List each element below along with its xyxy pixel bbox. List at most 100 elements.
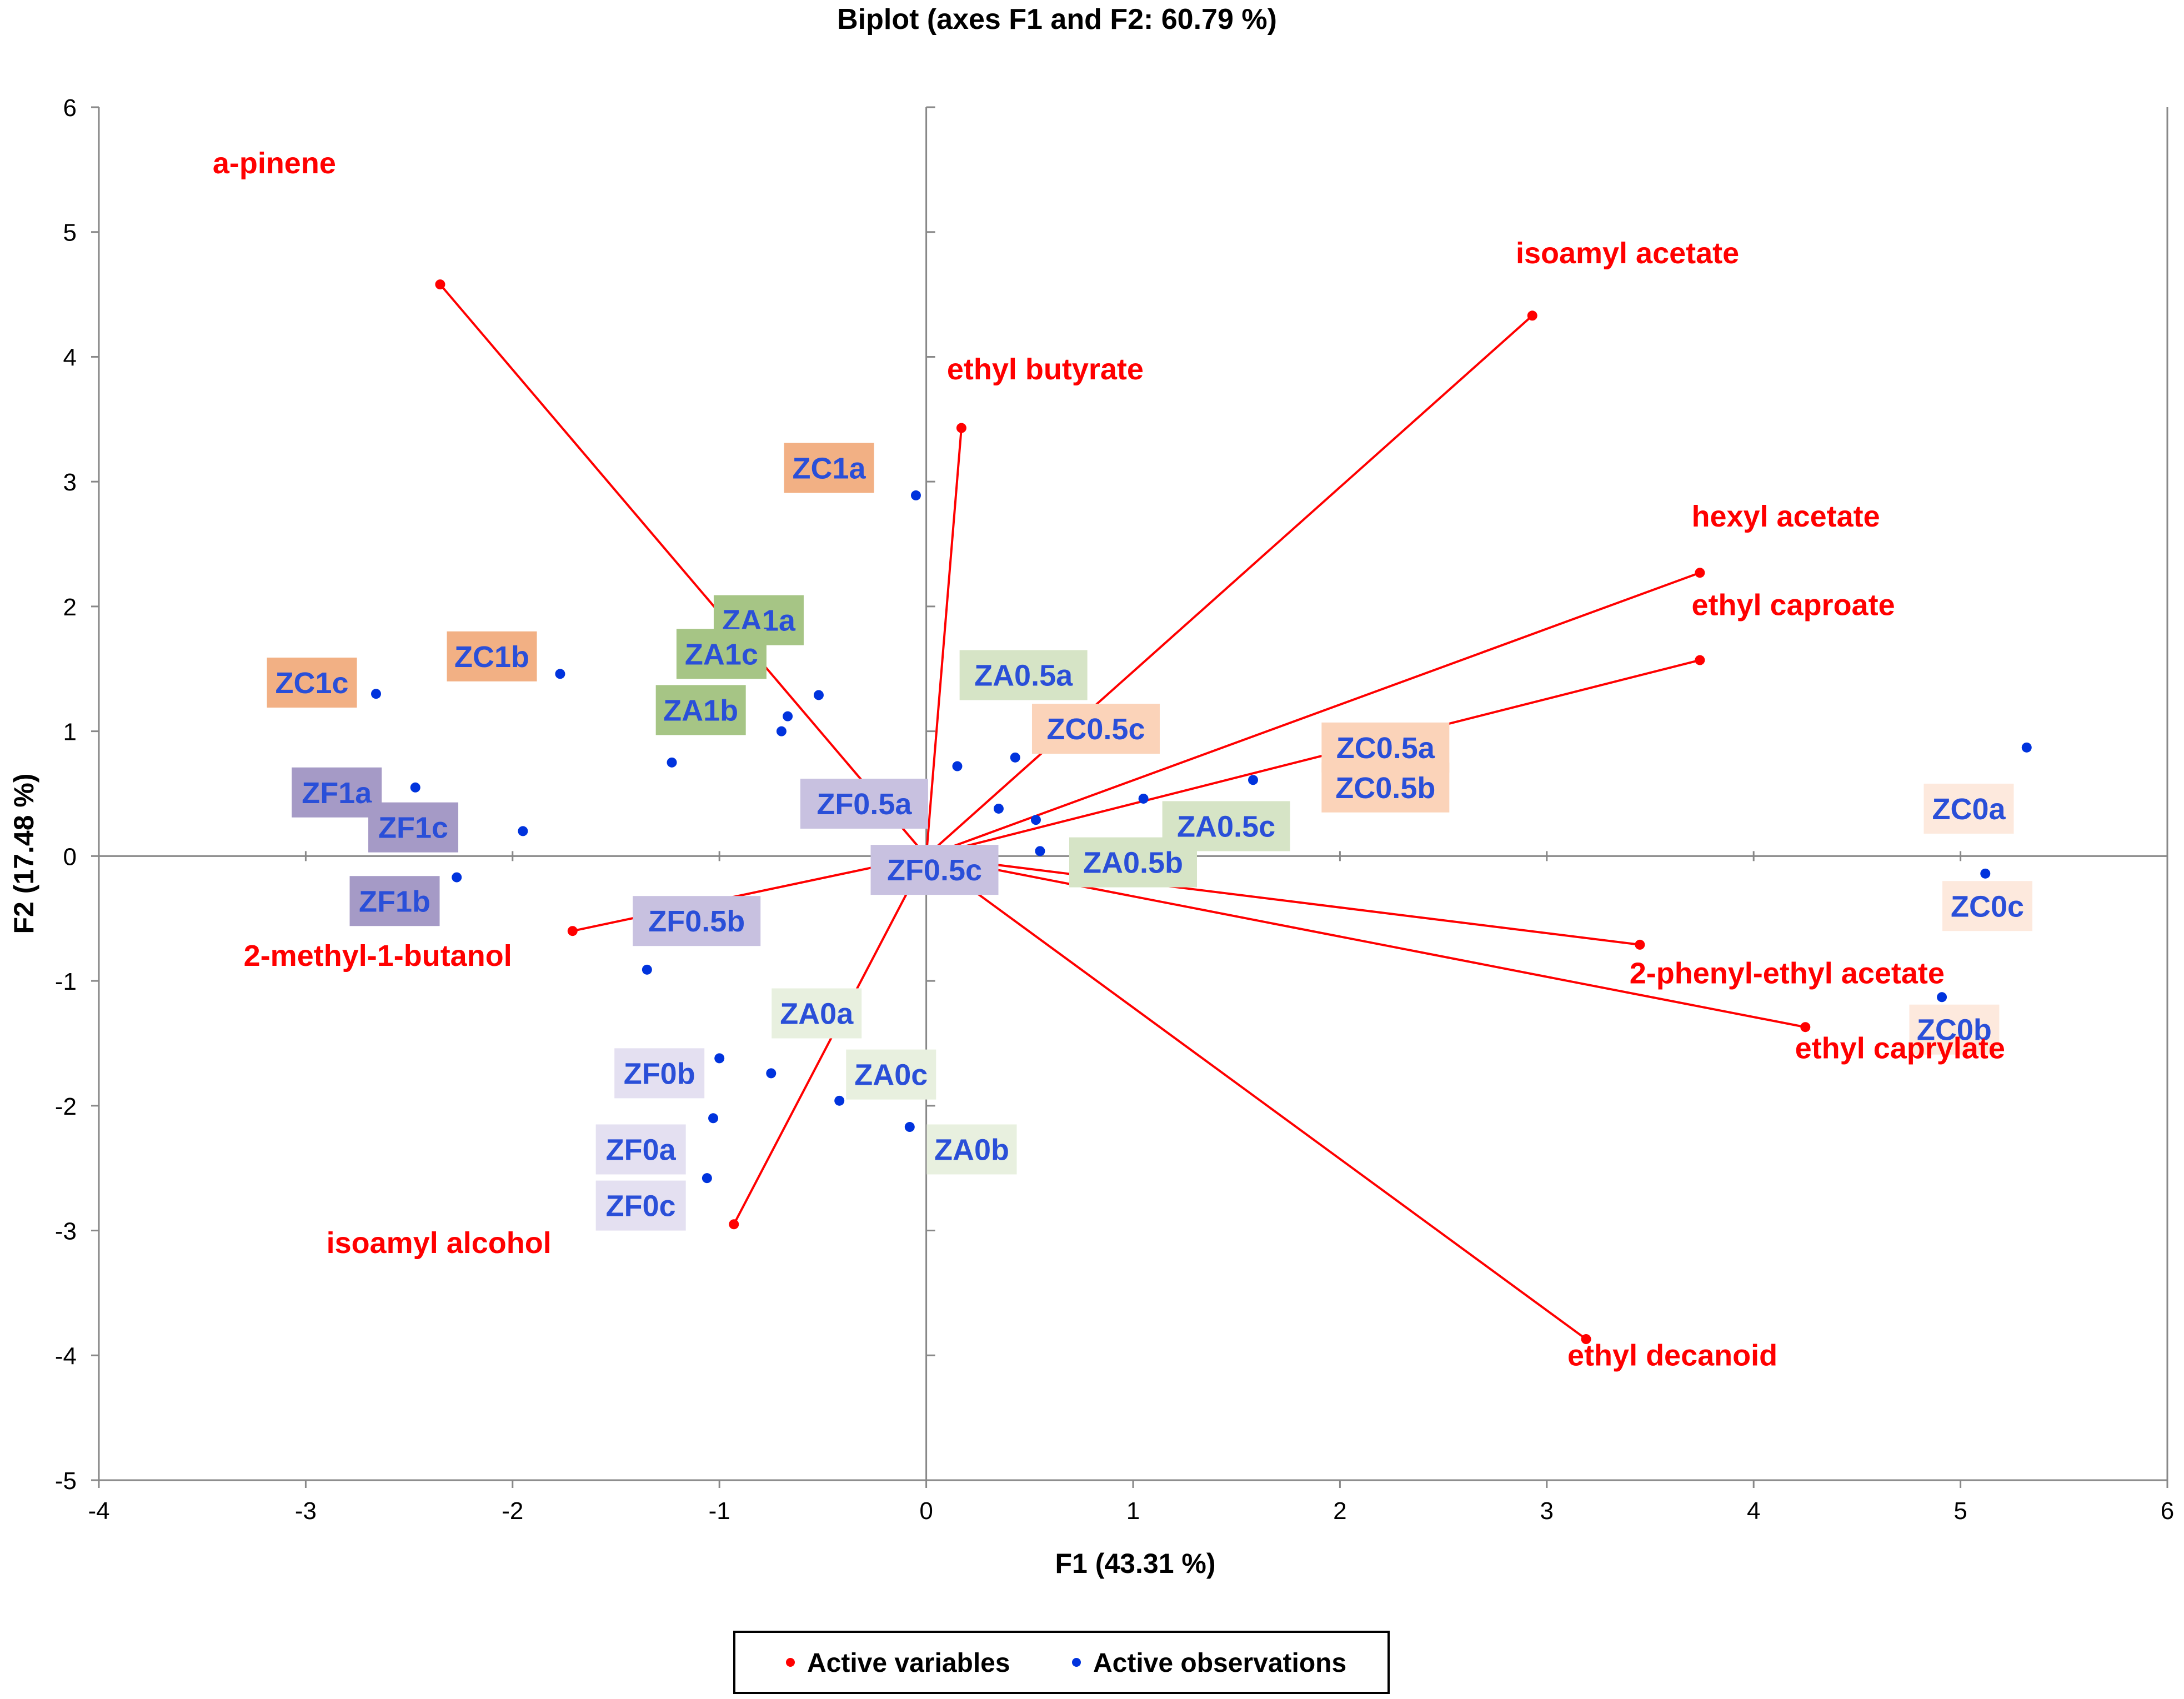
observation-label-box: [655, 685, 746, 735]
observation-label-group: ZF0a: [595, 1124, 686, 1175]
observation-label: ZA1b: [663, 694, 738, 727]
variable-vector: [572, 855, 927, 933]
observation-label-group: ZF1a: [292, 767, 382, 818]
observation-label: ZF0c: [606, 1190, 676, 1223]
observation-point: [371, 689, 382, 699]
variable-label: ethyl caproate: [1691, 589, 1895, 622]
variable-point: [567, 926, 578, 936]
x-tick-label: -1: [709, 1497, 730, 1525]
legend-box: [733, 1631, 1390, 1694]
x-tick-label: 6: [2161, 1497, 2174, 1525]
x-tick-label: 3: [1540, 1497, 1554, 1525]
observation-label-group: ZC0.5c: [1031, 704, 1160, 754]
x-tick-label: 5: [1953, 1497, 1967, 1525]
observation-label: ZF0.5a: [817, 788, 912, 821]
y-tick-label: 2: [63, 594, 77, 621]
observation-label-group: ZA1c: [676, 629, 767, 679]
variable-point: [435, 279, 445, 290]
observation-label: ZC0.5a: [1336, 731, 1435, 765]
observation-point: [1010, 752, 1020, 763]
observation-point: [667, 757, 677, 768]
observation-point: [776, 726, 787, 736]
x-tick-label: -2: [502, 1497, 523, 1525]
observation-label: ZF0a: [606, 1133, 677, 1166]
observation-label: ZF0.5b: [648, 905, 745, 938]
observation-label-group: ZA1b: [655, 685, 746, 735]
observation-point: [2021, 742, 2032, 753]
observation-point: [410, 782, 420, 793]
variable-vector: [926, 659, 1700, 858]
observation-label-box: [368, 802, 459, 853]
observation-point: [642, 964, 652, 975]
x-tick-label: -4: [88, 1497, 109, 1525]
observation-label: ZA0.5a: [974, 659, 1073, 693]
observation-label-group: ZA0.5b: [1069, 837, 1197, 888]
observation-point: [714, 1053, 725, 1064]
observation-label-box: [1909, 1004, 2000, 1055]
chart-title: Biplot (axes F1 and F2: 60.79 %): [837, 3, 1277, 36]
variable-label: ethyl butyrate: [947, 353, 1144, 386]
variable-point: [1695, 655, 1705, 665]
observation-label: ZA0.5b: [1083, 846, 1183, 880]
observation-label-box: [1942, 881, 2033, 931]
variable-point: [1695, 568, 1705, 578]
observation-label: ZA0c: [854, 1059, 928, 1092]
observation-point: [555, 669, 565, 679]
observation-label: ZC0a: [1932, 793, 2006, 826]
legend-variables-marker: [786, 1658, 795, 1667]
observation-label: ZF0.5c: [887, 854, 982, 887]
observation-point: [766, 1068, 777, 1079]
observation-point: [452, 872, 462, 883]
observation-label: ZC0c: [1951, 890, 2024, 923]
observation-point: [910, 490, 921, 500]
observation-label-group: ZC0.5b: [1321, 762, 1450, 813]
observation-label-box: [267, 657, 357, 708]
y-tick-label: -4: [55, 1342, 77, 1370]
observation-point: [1980, 868, 1991, 879]
observation-label-group: ZF1c: [368, 802, 459, 853]
observation-label-box: [447, 631, 537, 681]
observation-label-box: [1031, 704, 1160, 754]
observation-label-box: [633, 896, 761, 946]
variable-label: a-pinene: [213, 147, 336, 180]
observation-label-box: [595, 1180, 686, 1231]
x-tick-label: 0: [919, 1497, 933, 1525]
y-tick-label: 0: [63, 843, 77, 870]
variable-point: [1581, 1334, 1591, 1345]
observation-label: ZF0b: [624, 1057, 695, 1090]
observation-point: [1937, 992, 1947, 1003]
observation-label-group: ZF0b: [614, 1048, 705, 1099]
variable-label: 2-methyl-1-butanol: [244, 939, 512, 973]
observation-label-box: [1321, 762, 1450, 813]
observation-label-group: ZC0b: [1909, 1004, 2000, 1055]
observation-point: [1248, 775, 1258, 785]
observation-label-box: [595, 1124, 686, 1175]
observation-point: [1138, 793, 1149, 804]
variable-vector: [439, 283, 928, 857]
observation-point: [904, 1122, 915, 1132]
observation-label-group: ZF1b: [349, 876, 440, 926]
observation-label-group: ZA0c: [846, 1049, 936, 1100]
variable-point: [1635, 939, 1645, 950]
observation-label-box: [846, 1049, 936, 1100]
observation-label-box: [800, 778, 928, 829]
observation-label-group: ZC1c: [267, 657, 357, 708]
observation-point: [952, 761, 963, 771]
observation-label-box: [926, 1124, 1017, 1175]
legend: Active variables Active observations: [733, 1631, 1390, 1694]
variable-vector: [925, 855, 1587, 1340]
variable-point: [956, 423, 966, 433]
variable-label: ethyl decanoid: [1567, 1339, 1777, 1372]
observation-label-group: ZA0a: [772, 988, 862, 1039]
observation-label-group: ZC0c: [1942, 881, 2033, 931]
observation-label: ZC0.5b: [1335, 771, 1435, 805]
observation-label-group: ZF0.5c: [870, 845, 999, 895]
observation-label-group: ZC1a: [784, 443, 874, 493]
observation-label-box: [614, 1048, 705, 1099]
variable-vector: [925, 572, 1701, 858]
observation-label: ZC1a: [793, 452, 866, 485]
observation-label-group: ZC0a: [1923, 783, 2014, 834]
legend-observations-marker: [1072, 1658, 1081, 1667]
observation-label: ZF1b: [359, 885, 430, 918]
